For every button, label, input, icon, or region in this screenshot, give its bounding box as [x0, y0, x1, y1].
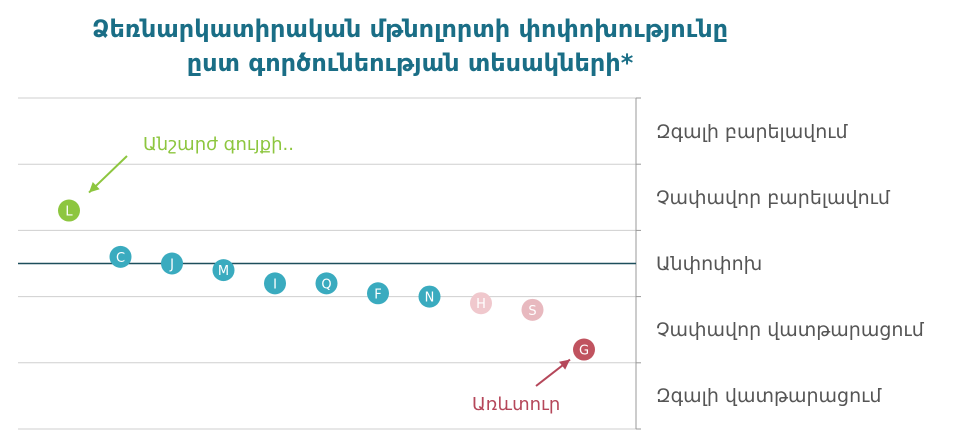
data-point-n: [418, 285, 441, 308]
data-point-label-l: L: [65, 205, 73, 220]
data-point-s: [521, 298, 544, 321]
data-point-label-h: H: [476, 297, 486, 312]
data-point-g: [573, 338, 595, 361]
annotation-arrow-bottom-head: [559, 359, 570, 370]
data-point-j: [161, 252, 183, 275]
category-label-significant-deterioration: Զգալի վատթարացում: [656, 385, 882, 407]
annotation-trade: Առևտուր: [472, 394, 561, 415]
chart-title-line-2: ըստ գործունեության տեսակների*: [186, 49, 634, 77]
category-label-moderate-deterioration: Չափավոր վատթարացում: [656, 319, 924, 341]
data-point-label-n: N: [425, 291, 435, 306]
data-point-label-i: I: [273, 277, 277, 292]
data-point-l: [58, 199, 80, 222]
category-label-unchanged: Անփոփոխ: [656, 253, 763, 275]
data-point-label-f: F: [374, 287, 381, 302]
data-point-label-j: J: [169, 258, 174, 273]
data-point-q: [315, 272, 338, 295]
category-label-significant-improvement: Զգալի բարելավում: [656, 121, 848, 143]
data-point-label-c: C: [116, 251, 125, 266]
data-point-label-m: M: [218, 264, 229, 279]
chart-title-line-1: Ձեռնարկատիրական մթնոլորտի փոփոխությունը: [91, 15, 729, 43]
category-label-moderate-improvement: Չափավոր բարելավում: [656, 187, 890, 209]
data-point-h: [470, 292, 492, 315]
annotation-real-estate: Անշարժ գույքի..: [143, 134, 294, 155]
data-point-i: [264, 272, 286, 295]
data-point-m: [212, 259, 235, 282]
annotation-arrow-top-head: [89, 182, 100, 193]
data-point-f: [367, 282, 389, 305]
data-point-label-q: Q: [321, 277, 331, 292]
data-point-label-g: G: [579, 344, 589, 359]
data-point-c: [109, 245, 132, 268]
data-point-label-s: S: [528, 304, 536, 319]
